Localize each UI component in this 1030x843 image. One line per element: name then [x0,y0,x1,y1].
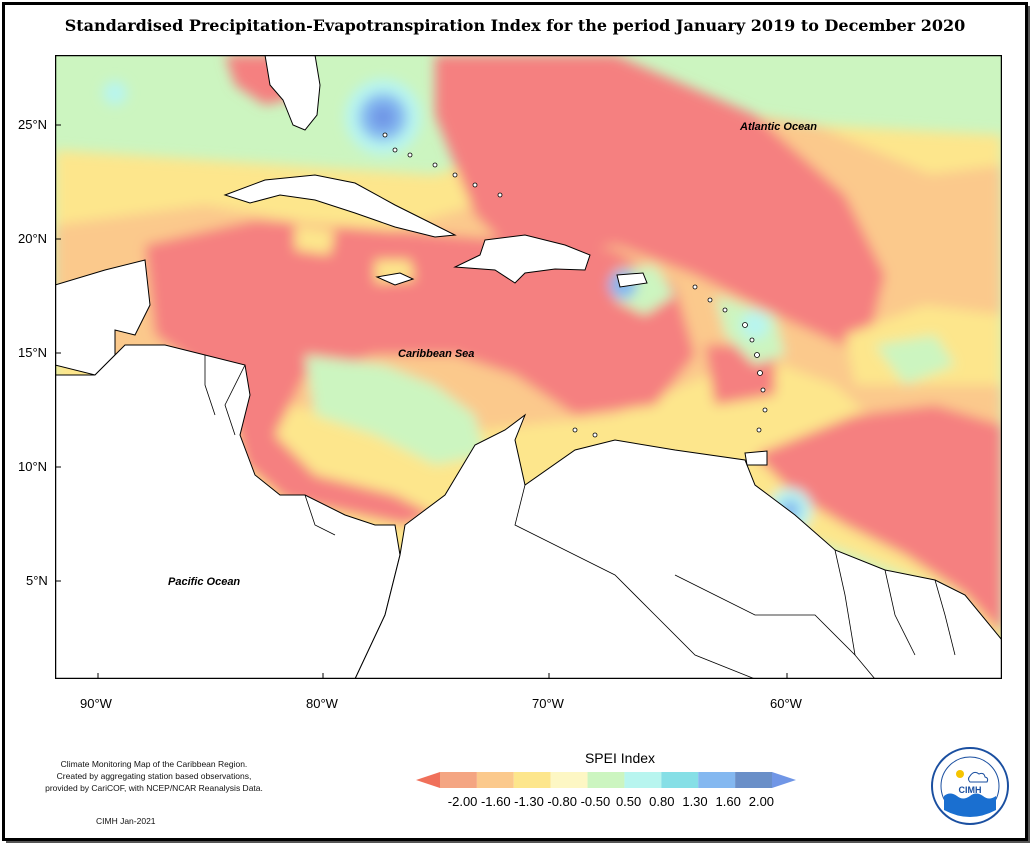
south-america-land [354,413,1002,679]
lon-label-90w: 90°W [80,696,112,711]
legend-swatch [587,772,625,788]
logo-name: CIMH [959,785,982,795]
legend-tick-label: -0.80 [547,794,578,809]
jamaica-land [375,272,415,286]
legend-title: SPEI Index [584,750,656,766]
legend-swatch [735,772,772,788]
puerto-rico-land [616,272,648,288]
atlantic-ocean-label: Atlantic Ocean [739,121,817,133]
legend-swatch [624,772,662,788]
map-border [55,55,1002,679]
legend-swatch [476,772,514,788]
sun-icon [956,770,964,778]
legend-tick-label: 2.00 [748,794,775,809]
legend-tick-label: 0.50 [615,794,642,809]
trinidad-land [744,450,768,466]
legend-swatch [698,772,736,788]
legend-tick-label: -1.30 [514,794,544,809]
legend-tick-label: 1.60 [715,794,741,809]
credit-line-2: Created by aggregating station based obs… [56,771,252,781]
pacific-ocean-label: Pacific Ocean [168,576,240,588]
legend-tick-label: -0.50 [580,794,611,809]
hispaniola-land [453,234,591,284]
axis-ticks [55,124,788,679]
lesser-antilles [382,132,768,438]
legend-swatch [440,772,477,788]
legend-swatch [661,772,699,788]
map-title: Standardised Precipitation-Evapotranspir… [64,16,966,35]
credit-text: Climate Monitoring Map of the Caribbean … [24,758,284,794]
legend-colorbar [416,772,796,788]
lon-label-70w: 70°W [532,696,564,711]
cloud-icon [968,771,989,783]
legend-tick-labels: -2.00 -1.60 -1.30 -0.80 -0.50 0.50 0.80 1.30 1.6… [416,794,796,810]
cuba-land [223,174,457,238]
caribbean-sea-label: Caribbean Sea [398,348,474,360]
credit-line-1: Climate Monitoring Map of the Caribbean … [60,759,248,769]
legend-tick-label: -1.60 [480,794,511,809]
country-borders [204,355,956,679]
spei-map: Atlantic Ocean Caribbean Sea Pacific Oce… [55,55,1002,679]
waves-icon [944,793,996,817]
legend-arrow-right [772,772,796,788]
lon-label-60w: 60°W [770,696,802,711]
lon-label-80w: 80°W [306,696,338,711]
lat-label-15n: 15°N [18,345,48,360]
land-masses [55,55,1002,679]
legend-swatch [550,772,588,788]
legend-tick-label: -2.00 [447,794,478,809]
lat-label-5n: 5°N [26,573,48,588]
lat-label-20n: 20°N [18,231,48,246]
legend-tick-label: 0.80 [649,794,675,809]
lat-label-25n: 25°N [18,117,48,132]
yucatan-land [55,259,151,376]
credit-line-3: provided by CariCOF, with NCEP/NCAR Rean… [45,783,263,793]
lat-label-10n: 10°N [18,459,48,474]
credit-date: CIMH Jan-2021 [96,816,156,826]
legend-tick-label: 1.30 [682,794,708,809]
legend-swatch [513,772,551,788]
cimh-logo: CIMH [931,747,1009,825]
florida-land [264,55,321,131]
legend-arrow-left [416,772,440,788]
